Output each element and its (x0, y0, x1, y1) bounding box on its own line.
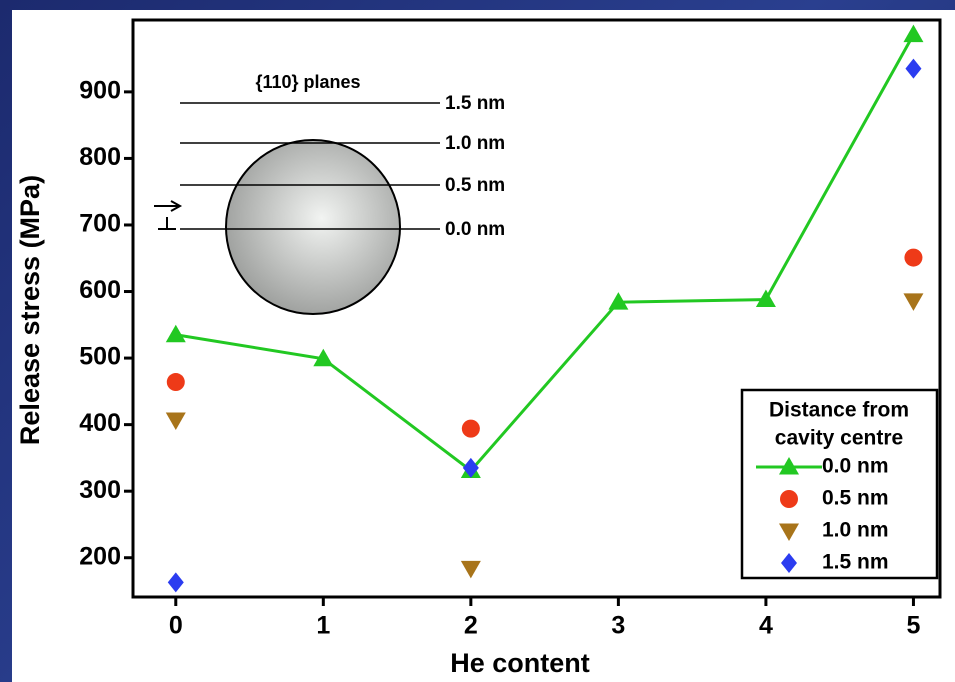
page: {"chart_data": { "type": "line", "x_labe… (0, 0, 955, 682)
y-tick-label: 700 (79, 210, 121, 238)
x-tick-label: 4 (759, 612, 773, 640)
legend-title: cavity centre (775, 427, 903, 450)
cavity (226, 140, 400, 314)
legend-label: 0.5 nm (822, 487, 889, 510)
legend-title: Distance from (769, 399, 909, 422)
y-tick-label: 800 (79, 143, 121, 171)
plane-label: 0.0 nm (445, 219, 505, 240)
y-axis-label: Release stress (MPa) (15, 175, 45, 445)
plane-label: 1.5 nm (445, 93, 505, 114)
x-tick-label: 3 (611, 612, 625, 640)
x-tick-label: 1 (316, 612, 330, 640)
x-tick-label: 2 (464, 612, 478, 640)
inset-title: {110} planes (255, 72, 360, 92)
y-tick-label: 400 (79, 409, 121, 437)
plane-label: 1.0 nm (445, 133, 505, 154)
legend-marker (780, 490, 798, 508)
y-tick-label: 600 (79, 276, 121, 304)
marker (462, 420, 480, 438)
plane-label: 0.5 nm (445, 175, 505, 196)
legend-label: 1.5 nm (822, 551, 889, 574)
legend-label: 0.0 nm (822, 455, 889, 478)
marker (904, 249, 922, 267)
marker (167, 373, 185, 391)
legend-label: 1.0 nm (822, 519, 889, 542)
y-tick-label: 900 (79, 76, 121, 104)
x-axis-label: He content (450, 648, 590, 678)
x-tick-label: 0 (169, 612, 183, 640)
y-tick-label: 500 (79, 343, 121, 371)
y-tick-label: 300 (79, 476, 121, 504)
chart: {110} planes 1.5 nm 1.0 nm 0.5 nm 0.0 nm… (0, 0, 955, 682)
y-tick-label: 200 (79, 542, 121, 570)
x-tick-label: 5 (906, 612, 920, 640)
